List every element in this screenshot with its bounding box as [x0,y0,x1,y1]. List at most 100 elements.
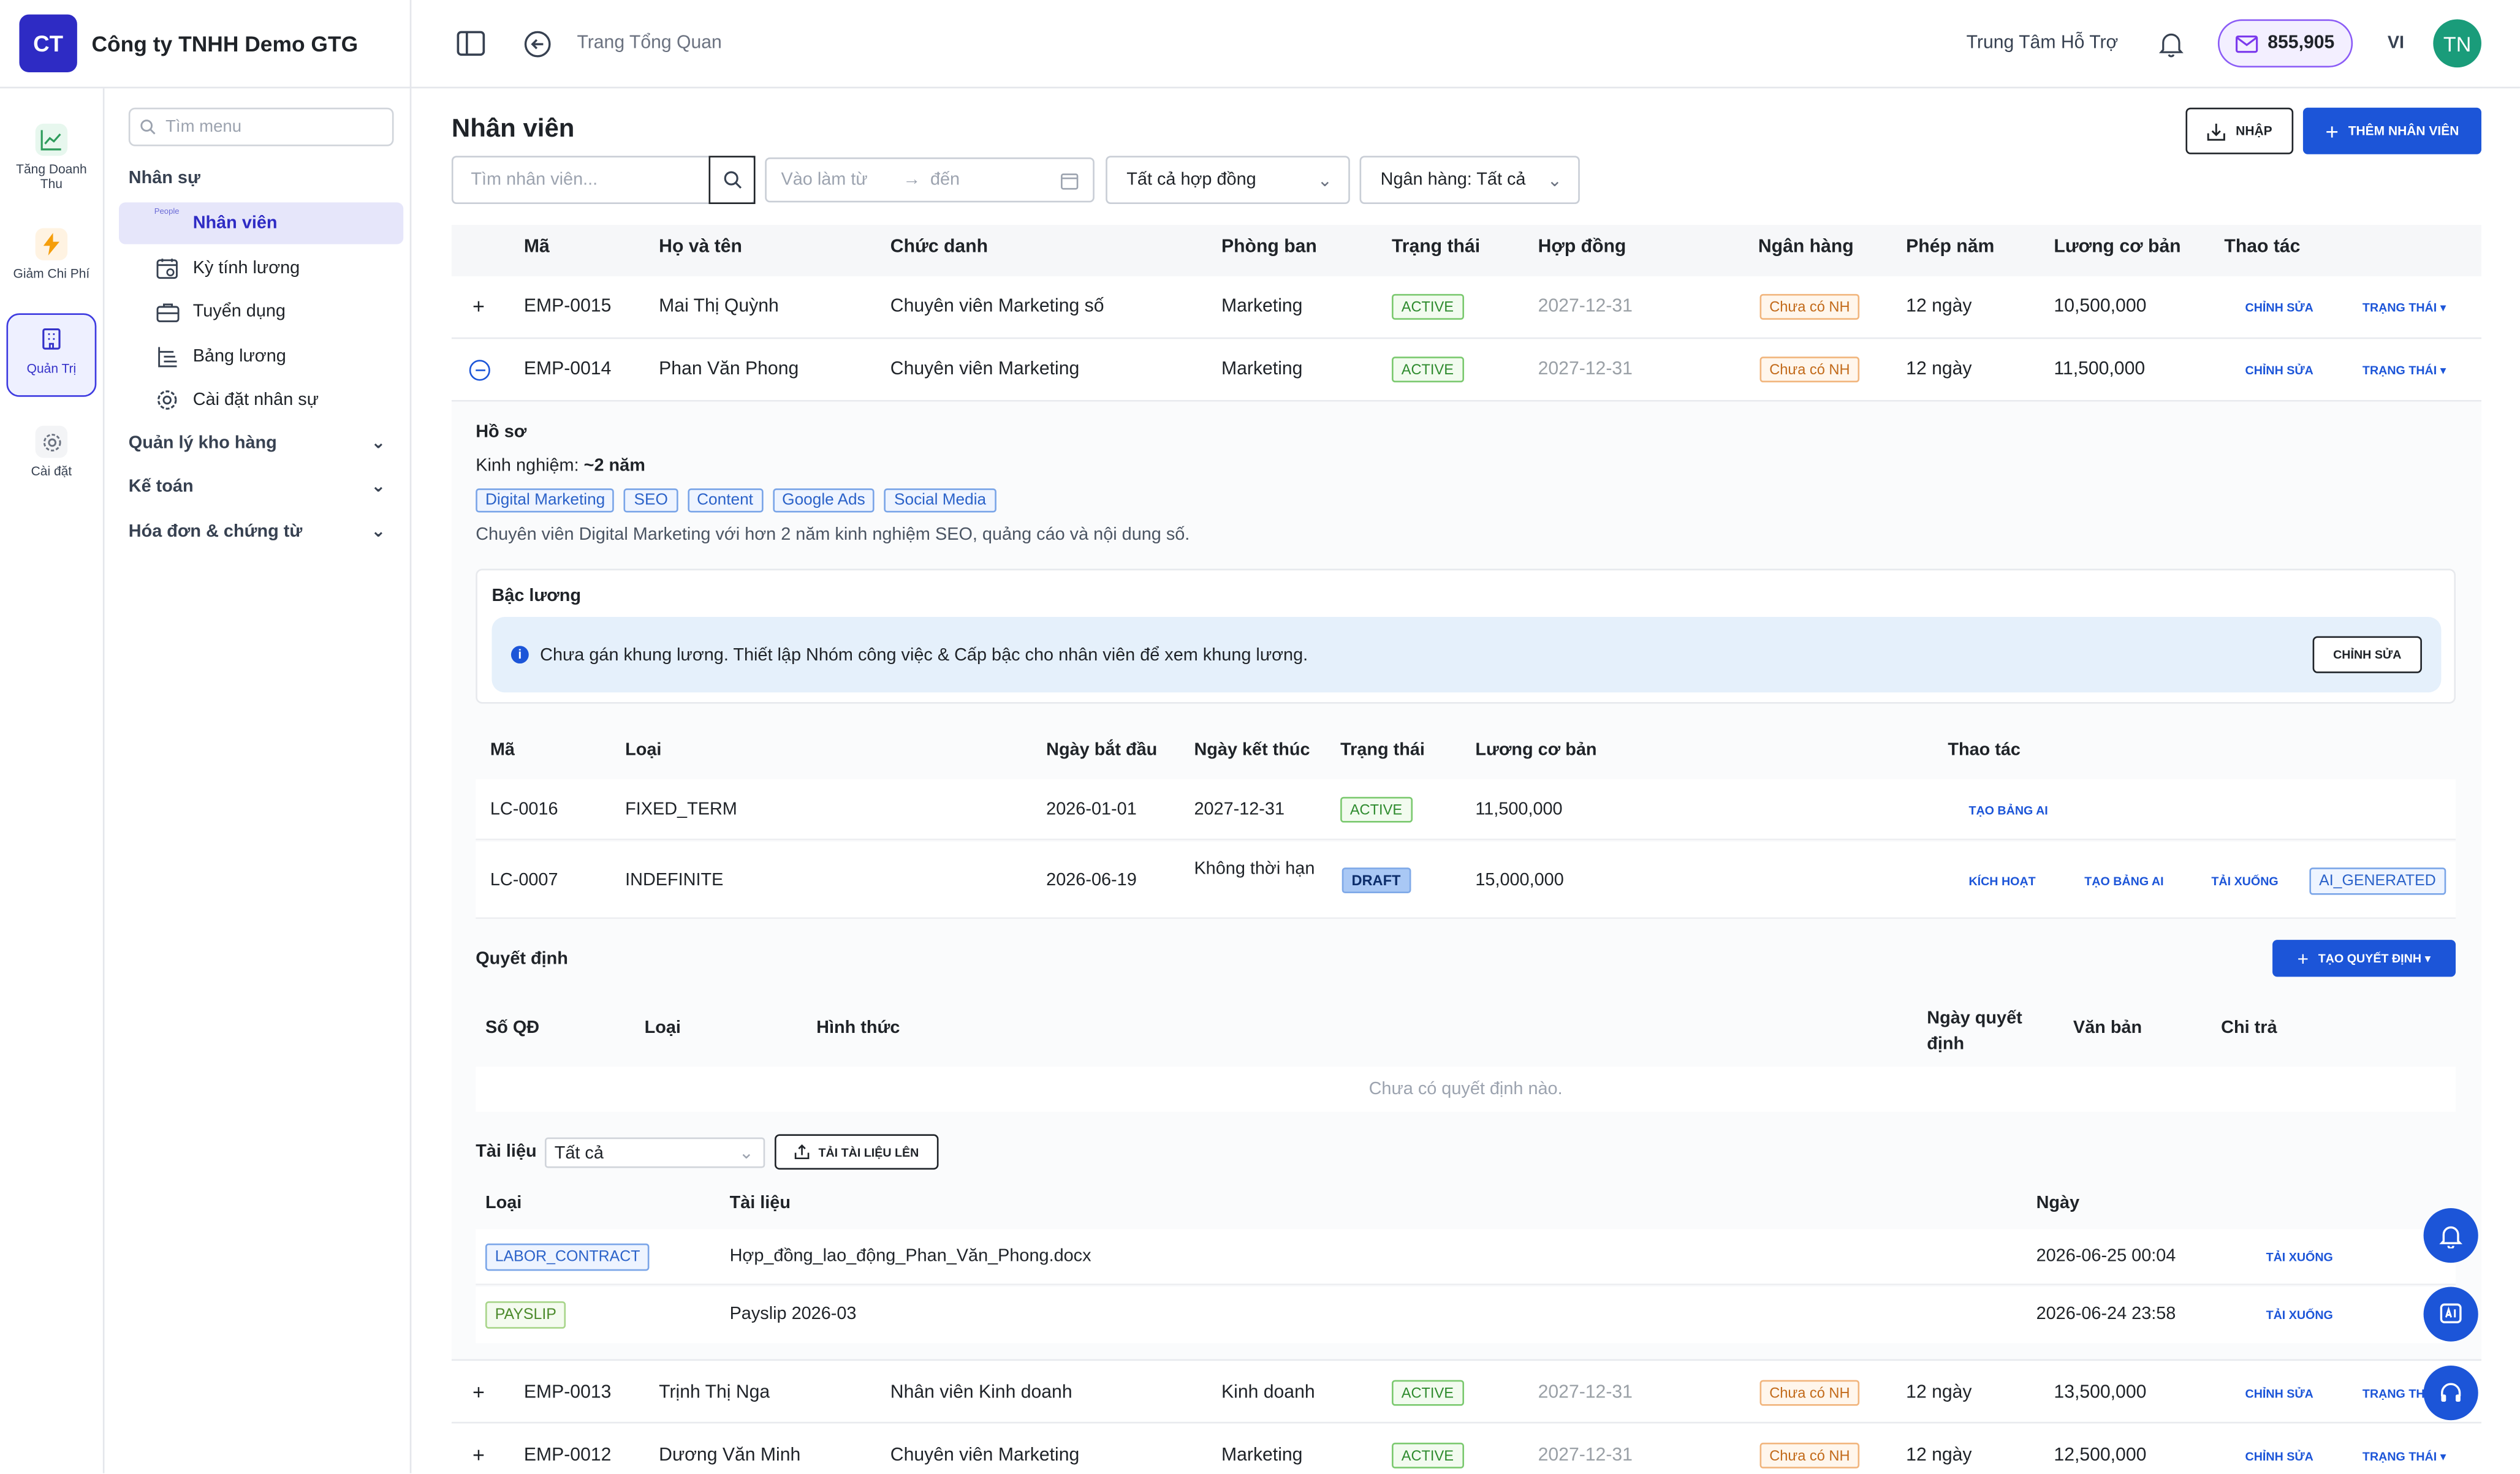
support-center-link[interactable]: Trung Tâm Hỗ Trợ [1966,34,2119,53]
column-header: Trạng thái [1340,740,1425,760]
contract-end: 2027-12-31 [1538,360,1633,379]
status-dropdown-link[interactable]: TRẠNG THÁI ▾ [2362,300,2446,315]
collapse-minus-icon[interactable] [469,360,490,381]
table-row[interactable] [451,339,2481,402]
sidebar-item-employees[interactable]: People Nhân viên [119,202,404,244]
status-dropdown-link[interactable]: TRẠNG THÁI ▾ [2362,363,2446,378]
edit-link[interactable]: CHỈNH SỬA [2245,300,2313,315]
column-header: Trạng thái [1391,238,1481,257]
experience-value: ~2 năm [583,456,645,476]
sidebar-item-hr-settings[interactable]: Cài đặt nhân sự [119,379,403,421]
column-header: Thao tác [2224,238,2301,257]
download-link[interactable]: TẢI XUỐNG [2266,1307,2333,1323]
rail-item-settings[interactable]: Cài đặt [6,418,96,501]
chevron-down-icon: ⌄ [371,522,386,542]
bank-badge: Chưa có NH [1759,293,1860,320]
employee-table-header [451,225,2481,277]
sidebar-toggle-icon[interactable] [454,26,489,61]
credits-value: 855,905 [2268,34,2335,53]
bell-icon[interactable] [2154,26,2189,61]
employee-code: EMP-0012 [523,1446,612,1465]
activate-link[interactable]: KÍCH HOẠT [1968,874,2036,889]
language-switch[interactable]: VI [2387,34,2405,53]
bank-filter-select[interactable]: Ngân hàng: Tất cả ⌄ [1359,156,1580,205]
edit-link[interactable]: CHỈNH SỬA [2245,1449,2313,1464]
base-salary: 11,500,000 [2054,360,2146,379]
rail-item-revenue[interactable]: Tăng Doanh Thu [6,116,96,199]
create-ai-table-link[interactable]: TẠO BẢNG AI [1968,803,2048,818]
back-arrow-icon[interactable] [519,26,555,61]
breadcrumb[interactable]: Trang Tổng Quan [577,34,722,53]
edit-link[interactable]: CHỈNH SỬA [2245,1386,2313,1401]
menu-group-accounting[interactable]: Kế toán ⌄ [129,475,386,497]
edit-link[interactable]: CHỈNH SỬA [2245,363,2313,378]
rail-item-admin[interactable]: Quản Trị [6,313,97,397]
menu-search-input[interactable]: Tìm menu [128,107,394,146]
column-header: Ngày [2036,1193,2080,1213]
notification-fab[interactable] [2423,1208,2478,1263]
add-employee-label: THÊM NHÂN VIÊN [2348,123,2459,138]
column-header: Hợp đồng [1538,238,1626,257]
table-row[interactable] [451,1363,2481,1424]
contract-type: INDEFINITE [625,871,724,890]
menu-group-invoices[interactable]: Hóa đơn & chứng từ ⌄ [129,521,386,542]
menu-group-warehouse[interactable]: Quản lý kho hàng ⌄ [129,432,386,453]
sidebar-item-recruitment[interactable]: Tuyển dụng [119,291,403,333]
contract-end: Không thời hạn [1194,859,1315,879]
import-button[interactable]: NHẬP [2185,107,2294,154]
contract-filter-select[interactable]: Tất cả hợp đồng ⌄ [1106,156,1350,205]
download-link[interactable]: TẢI XUỐNG [2211,874,2279,889]
document-name[interactable]: Payslip 2026-03 [729,1304,857,1324]
column-header: Tài liệu [729,1193,791,1213]
column-header: Phép năm [1906,238,1995,257]
download-link[interactable]: TẢI XUỐNG [2266,1250,2333,1264]
document-row[interactable] [476,1229,2456,1285]
employee-code: EMP-0013 [523,1383,612,1403]
document-row[interactable] [476,1287,2456,1344]
add-employee-button[interactable]: + THÊM NHÂN VIÊN [2302,107,2481,154]
calendar-icon [1061,172,1079,189]
documents-filter-select[interactable]: Tất cả ⌄ [544,1137,765,1168]
expand-plus-icon[interactable]: + [472,1442,485,1467]
date-range-input[interactable]: Vào làm từ → đến [765,157,1095,203]
rail-item-cost[interactable]: Giảm Chi Phí [6,220,96,303]
document-name[interactable]: Hợp_đồng_lao_động_Phan_Văn_Phong.docx [729,1246,1091,1266]
avatar[interactable]: TN [2433,19,2481,68]
decisions-title: Quyết định [476,949,568,969]
employee-search-input[interactable]: Tìm nhân viên... [451,156,756,205]
expand-plus-icon[interactable]: + [472,293,485,319]
search-button[interactable] [708,156,756,205]
top-header: CT Công ty TNHH Demo GTG Trang Tổng Quan… [0,0,2520,89]
credits-button[interactable]: 855,905 [2217,19,2353,68]
create-decision-button[interactable]: + TẠO QUYẾT ĐỊNH ▾ [2272,940,2456,977]
documents-filter-value: Tất cả [554,1143,604,1163]
salary-grade-edit-button[interactable]: CHỈNH SỬA [2312,636,2422,673]
chevron-down-icon: ⌄ [738,1144,754,1163]
ai-assistant-fab[interactable] [2423,1287,2478,1342]
page-title: Nhân viên [451,115,575,143]
expand-plus-icon[interactable]: + [472,1380,485,1404]
employee-title: Nhân viên Kinh doanh [890,1383,1072,1403]
sidebar-item-pay-periods[interactable]: Kỳ tính lương [119,248,403,289]
column-header: Văn bản [2073,1018,2142,1038]
sidebar-item-label: Bảng lương [192,347,286,366]
search-placeholder: Tìm nhân viên... [471,170,598,190]
annual-leave: 12 ngày [1906,1446,1972,1465]
status-dropdown-link[interactable]: TRẠNG THÁ [2362,1386,2434,1401]
create-ai-table-link[interactable]: TẠO BẢNG AI [2084,874,2164,889]
documents-title: Tài liệu [476,1142,537,1162]
menu-group-hr[interactable]: Nhân sự [129,168,386,187]
chevron-down-icon: ⌄ [1547,171,1562,191]
import-label: NHẬP [2236,123,2272,138]
upload-document-button[interactable]: TẢI TÀI LIỆU LÊN [774,1134,939,1170]
mail-icon [2236,34,2258,52]
support-fab[interactable] [2423,1366,2478,1421]
contract-end: 2027-12-31 [1538,1383,1633,1403]
contract-row[interactable] [476,779,2456,841]
sidebar-item-payroll[interactable]: Bảng lương [119,336,403,377]
table-row[interactable] [451,276,2481,339]
annual-leave: 12 ngày [1906,297,1972,317]
company-logo[interactable]: CT [19,14,77,73]
status-dropdown-link[interactable]: TRẠNG THÁI ▾ [2362,1449,2446,1464]
contract-row[interactable] [476,842,2456,920]
